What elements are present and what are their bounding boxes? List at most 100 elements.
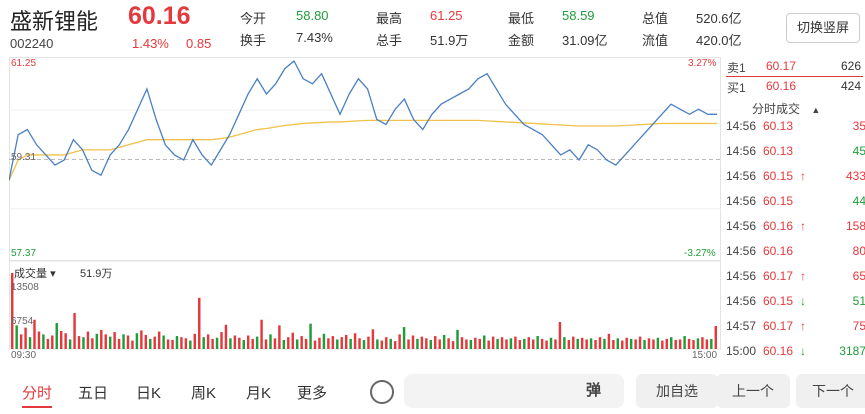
- buy-price: 60.16: [766, 79, 797, 93]
- volume-bar: [376, 339, 379, 349]
- volume-bar: [442, 334, 446, 349]
- trade-row: 14:56 60.15 44: [726, 194, 865, 219]
- volume-bar: [643, 339, 646, 349]
- volume-bar: [683, 336, 686, 349]
- volume-bar: [295, 339, 299, 349]
- volume-bar: [687, 338, 691, 349]
- tab-0[interactable]: 分时: [22, 385, 53, 402]
- volume-bar: [28, 337, 32, 349]
- trade-qty: 75: [852, 319, 865, 333]
- stat-label: 金额: [508, 33, 535, 48]
- trade-time: 14:56: [726, 144, 757, 158]
- trade-row: 14:56 60.13 45: [726, 144, 865, 169]
- volume-bar: [59, 330, 63, 349]
- add-watchlist-button[interactable]: 加自选: [636, 374, 718, 408]
- volume-bar: [242, 339, 245, 349]
- volume-bar: [224, 324, 228, 349]
- stock-name: 盛新锂能: [10, 9, 99, 34]
- volume-bar: [465, 339, 468, 349]
- tab-3[interactable]: 周K: [191, 385, 217, 402]
- volume-bar: [714, 325, 717, 349]
- volume-bar: [589, 338, 593, 349]
- trade-qty: 45: [852, 144, 865, 158]
- volume-bar: [82, 337, 85, 349]
- volume-bar: [180, 337, 183, 349]
- volume-bar: [420, 336, 424, 349]
- tab-4[interactable]: 月K: [246, 385, 272, 402]
- volume-bar: [269, 334, 272, 349]
- volume-bar: [144, 334, 148, 349]
- volume-bar: [456, 329, 459, 349]
- volume-bar: [500, 337, 504, 349]
- volume-bar: [273, 338, 277, 349]
- volume-bar: [358, 338, 361, 349]
- tab-2[interactable]: 日K: [136, 385, 162, 402]
- volume-selector[interactable]: 成交量 ▾: [14, 265, 56, 281]
- volume-bar: [536, 336, 539, 349]
- volume-bar: [496, 338, 499, 349]
- volume-bar: [322, 333, 326, 349]
- volume-bar: [349, 338, 352, 349]
- volume-bar: [37, 331, 41, 349]
- trade-qty: 35: [852, 119, 865, 133]
- trade-price: 60.15: [763, 169, 794, 183]
- volume-bar: [438, 339, 441, 349]
- volume-bar: [140, 330, 143, 349]
- volume-bar: [193, 333, 197, 349]
- volume-bar: [425, 338, 428, 349]
- buy-row: 买1 60.16 424: [724, 77, 865, 96]
- volume-bar: [229, 338, 232, 349]
- trade-row: 14:56 60.16 80: [726, 244, 865, 269]
- next-stock-button[interactable]: 下一个: [796, 374, 865, 408]
- comment-input[interactable]: [404, 374, 624, 408]
- change-percent: 1.43%: [132, 36, 169, 51]
- prev-stock-button[interactable]: 上一个: [716, 374, 790, 408]
- buy-qty: 424: [840, 79, 861, 93]
- comment-icon[interactable]: [370, 380, 394, 404]
- volume-bar: [149, 338, 152, 349]
- trade-arrow: ↓: [800, 294, 806, 308]
- danmu-button[interactable]: 弹: [586, 380, 601, 414]
- volume-bar: [220, 332, 223, 349]
- trade-time: 14:56: [726, 269, 757, 283]
- trade-row: 14:57 60.17 ↑ 75: [726, 319, 865, 344]
- stat-value: 420.0亿: [696, 33, 742, 48]
- volume-bar: [670, 337, 673, 349]
- time-end-label: 15:00: [692, 350, 718, 361]
- volume-bar: [710, 338, 713, 349]
- tab-5[interactable]: 更多: [297, 385, 328, 402]
- intraday-chart[interactable]: [8, 57, 721, 362]
- trade-price: 60.16: [763, 219, 794, 233]
- switch-portrait-button[interactable]: 切换竖屏: [786, 13, 860, 43]
- trade-qty: 3187: [839, 344, 865, 358]
- volume-bar: [625, 337, 628, 349]
- volume-bar: [389, 338, 392, 349]
- volume-bar: [126, 335, 130, 349]
- volume-bar: [206, 334, 210, 349]
- volume-bar: [656, 337, 660, 349]
- trade-price: 60.17: [763, 269, 794, 283]
- trade-time: 14:56: [726, 294, 757, 308]
- prev-close-label: 59.31: [11, 152, 37, 163]
- volume-bar: [33, 319, 36, 349]
- volume-bar: [393, 341, 397, 349]
- volume-mid-label: 6754: [11, 316, 34, 327]
- volume-bar: [55, 323, 58, 349]
- volume-bar: [474, 337, 477, 349]
- trade-arrow: ↑: [800, 269, 806, 283]
- volume-bar: [616, 338, 620, 349]
- volume-bar: [287, 337, 290, 349]
- volume-bar: [451, 341, 455, 349]
- stat-value: 61.25: [430, 8, 463, 23]
- volume-bar: [86, 331, 90, 349]
- volume-bar: [478, 338, 481, 349]
- trades-title[interactable]: 分时成交 ▲: [752, 100, 820, 117]
- trade-qty: 80: [852, 244, 865, 258]
- volume-bar: [594, 339, 597, 349]
- volume-bar: [153, 336, 156, 349]
- tab-1[interactable]: 五日: [78, 385, 109, 402]
- volume-bar: [678, 339, 682, 349]
- volume-bar: [166, 339, 170, 349]
- dropdown-arrow-icon: ▾: [50, 268, 56, 280]
- volume-bar: [336, 339, 339, 349]
